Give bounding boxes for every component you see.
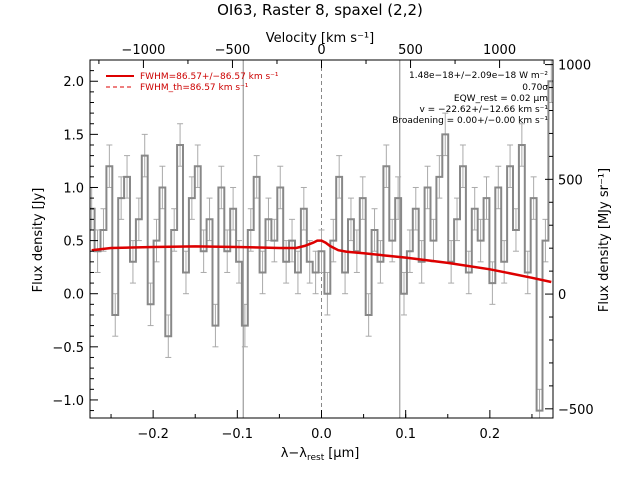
y-tick-label: 0.5 [63, 235, 84, 250]
data-series [90, 80, 553, 412]
x-tick-label: −0.1 [222, 427, 254, 442]
data-step-line [90, 80, 553, 412]
top-tick-label: 500 [398, 43, 423, 58]
x-axis-label-sub: rest [307, 453, 325, 463]
y-axis-label-left: Flux density [Jy] [31, 188, 46, 293]
top-axis-label: Velocity [km s⁻¹] [266, 31, 374, 46]
top-tick-label: −500 [215, 43, 251, 58]
annotation-broadening: Broadening = 0.00+/−0.00 km s⁻¹ [392, 116, 548, 126]
legend-entry-fit: FWHM=86.57+/−86.57 km s⁻¹ [106, 72, 279, 82]
y-tick-label: 0.0 [63, 288, 84, 303]
x-tick-label: 0.2 [480, 427, 501, 442]
top-tick-label: 1000 [483, 43, 516, 58]
annotation-line-flux: 1.48e−18+/−2.09e−18 W m⁻² [409, 71, 548, 81]
top-tick-label: −1000 [121, 43, 165, 58]
axes: −0.2 −0.1 0.0 0.1 0.2 −1000 −500 0 500 1000 −1.0 −0… [52, 43, 593, 442]
annotation-eqw: EQW_rest = 0.02 μm [454, 94, 548, 104]
fit-series [91, 239, 552, 284]
x-axis-label-main: λ−λ [281, 446, 308, 461]
x-tick-label: 0.0 [311, 427, 332, 442]
chart-title: OI63, Raster 8, spaxel (2,2) [217, 1, 423, 19]
y-tick-label: 1.0 [63, 181, 84, 196]
annotation-velocity: v = −22.62+/−12.66 km s⁻¹ [419, 105, 548, 115]
fit-annotations: 1.48e−18+/−2.09e−18 W m⁻² 0.70σ EQW_rest… [392, 71, 548, 126]
right-tick-label: 500 [558, 173, 583, 188]
legend-label-thermal: FWHM_th=86.57 km s⁻¹ [140, 83, 249, 93]
y-tick-label: −0.5 [52, 341, 84, 356]
right-tick-label: 1000 [558, 59, 591, 74]
y-tick-label: 1.5 [63, 128, 84, 143]
y-tick-label: 2.0 [63, 75, 84, 90]
y-axis-label-right: Flux density [MJy sr⁻¹] [597, 168, 612, 312]
x-axis-label: λ−λrest [μm] [281, 446, 360, 463]
fit-line [91, 239, 552, 284]
top-tick-label: 0 [317, 43, 325, 58]
legend-label-fit: FWHM=86.57+/−86.57 km s⁻¹ [140, 72, 279, 82]
x-tick-label: 0.1 [395, 427, 416, 442]
x-axis-label-unit: [μm] [328, 446, 359, 461]
annotation-significance: 0.70σ [522, 83, 548, 93]
y-tick-label: −1.0 [52, 394, 84, 409]
right-tick-label: −500 [558, 403, 594, 418]
legend-entry-thermal: FWHM_th=86.57 km s⁻¹ [106, 83, 249, 93]
legend: FWHM=86.57+/−86.57 km s⁻¹ FWHM_th=86.57 … [106, 72, 279, 93]
x-tick-label: −0.2 [137, 427, 169, 442]
right-tick-label: 0 [558, 288, 566, 303]
